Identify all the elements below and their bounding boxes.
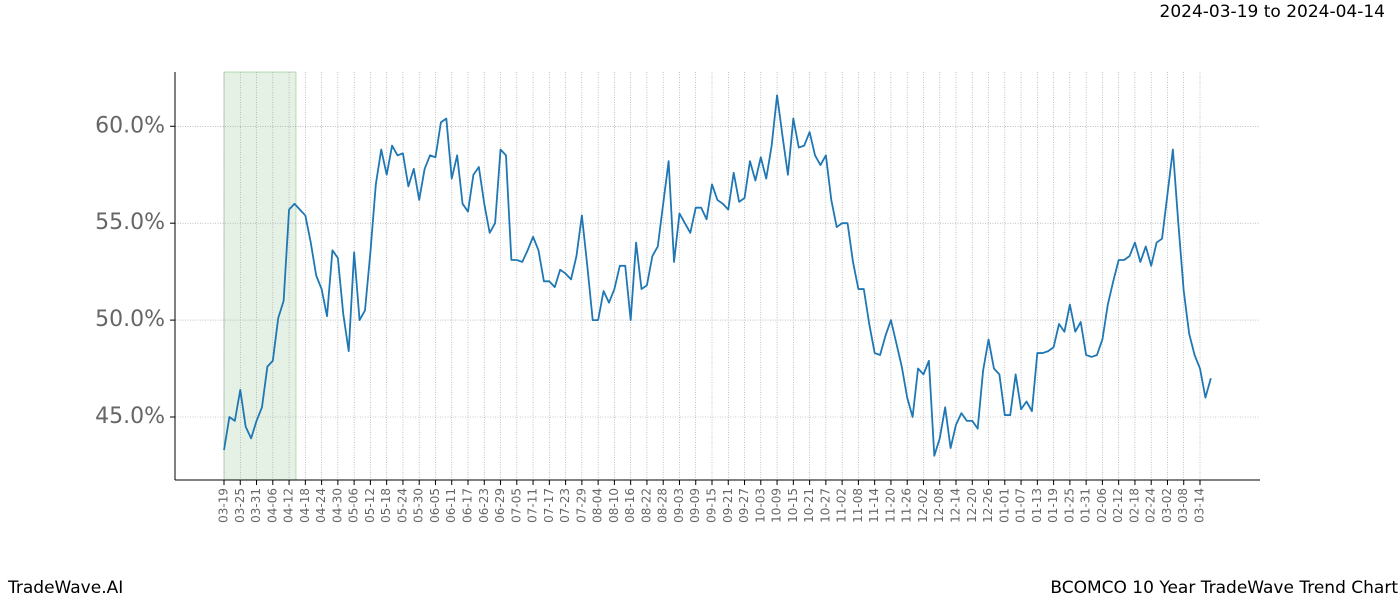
x-tick-label: 03-02: [1160, 488, 1174, 523]
x-tick-label: 10-15: [786, 488, 800, 523]
x-tick-label: 05-18: [379, 488, 393, 523]
x-tick-label: 09-21: [721, 488, 735, 523]
x-tick-label: 10-09: [770, 488, 784, 523]
x-tick-label: 06-11: [444, 488, 458, 523]
x-tick-label: 05-12: [363, 488, 377, 523]
x-tick-label: 06-05: [428, 488, 442, 523]
y-tick-label: 45.0%: [95, 404, 165, 429]
x-tick-label: 01-13: [1030, 488, 1044, 523]
x-tick-label: 06-29: [493, 488, 507, 523]
x-tick-label: 07-23: [558, 488, 572, 523]
x-tick-label: 01-31: [1079, 488, 1093, 523]
footer-left: TradeWave.AI: [7, 578, 123, 598]
y-tick-label: 55.0%: [95, 210, 165, 235]
x-tick-label: 04-06: [265, 488, 279, 523]
y-tick-label: 50.0%: [95, 307, 165, 332]
x-tick-label: 01-19: [1046, 488, 1060, 523]
date-range: 2024-03-19 to 2024-04-14: [1160, 2, 1385, 22]
x-tick-label: 09-15: [705, 488, 719, 523]
x-tick-label: 12-20: [965, 488, 979, 523]
x-tick-label: 10-21: [802, 488, 816, 523]
x-tick-label: 03-08: [1176, 488, 1190, 523]
x-tick-label: 09-09: [688, 488, 702, 523]
y-tick-label: 60.0%: [95, 113, 165, 138]
x-tick-label: 07-11: [526, 488, 540, 523]
x-tick-label: 11-20: [883, 488, 897, 523]
x-tick-label: 04-30: [330, 488, 344, 523]
x-tick-label: 12-26: [981, 488, 995, 523]
x-tick-label: 11-14: [867, 488, 881, 523]
x-tick-label: 04-18: [298, 488, 312, 523]
x-tick-label: 01-01: [997, 488, 1011, 523]
x-tick-label: 08-04: [591, 488, 605, 523]
x-tick-label: 03-31: [249, 488, 263, 523]
x-tick-label: 02-06: [1095, 488, 1109, 523]
x-tick-label: 10-27: [818, 488, 832, 523]
x-tick-label: 07-17: [542, 488, 556, 523]
x-tick-label: 06-23: [477, 488, 491, 523]
x-tick-label: 08-10: [607, 488, 621, 523]
x-tick-label: 03-19: [217, 488, 231, 523]
x-tick-label: 05-06: [347, 488, 361, 523]
x-tick-label: 12-02: [916, 488, 930, 523]
x-tick-label: 08-28: [656, 488, 670, 523]
x-tick-label: 07-29: [574, 488, 588, 523]
x-tick-label: 01-25: [1062, 488, 1076, 523]
footer-right: BCOMCO 10 Year TradeWave Trend Chart: [1050, 578, 1398, 598]
x-tick-label: 08-16: [623, 488, 637, 523]
x-tick-label: 01-07: [1014, 488, 1028, 523]
x-tick-label: 02-18: [1127, 488, 1141, 523]
x-tick-label: 05-24: [395, 488, 409, 523]
x-tick-label: 06-17: [461, 488, 475, 523]
x-tick-label: 08-22: [639, 488, 653, 523]
x-tick-label: 12-08: [932, 488, 946, 523]
x-tick-label: 04-24: [314, 488, 328, 523]
x-tick-label: 11-02: [835, 488, 849, 523]
x-tick-label: 12-14: [949, 488, 963, 523]
x-tick-label: 02-12: [1111, 488, 1125, 523]
x-tick-label: 07-05: [509, 488, 523, 523]
x-tick-label: 11-08: [851, 488, 865, 523]
x-tick-label: 02-24: [1144, 488, 1158, 523]
series-line: [223, 94, 1212, 457]
x-tick-label: 09-03: [672, 488, 686, 523]
x-tick-label: 05-30: [412, 488, 426, 523]
x-tick-label: 11-26: [900, 488, 914, 523]
x-tick-label: 09-27: [737, 488, 751, 523]
x-tick-label: 03-25: [233, 488, 247, 523]
grid: [175, 72, 1260, 480]
x-tick-label: 10-03: [753, 488, 767, 523]
x-tick-label: 04-12: [282, 488, 296, 523]
x-tick-label: 03-14: [1193, 488, 1207, 523]
